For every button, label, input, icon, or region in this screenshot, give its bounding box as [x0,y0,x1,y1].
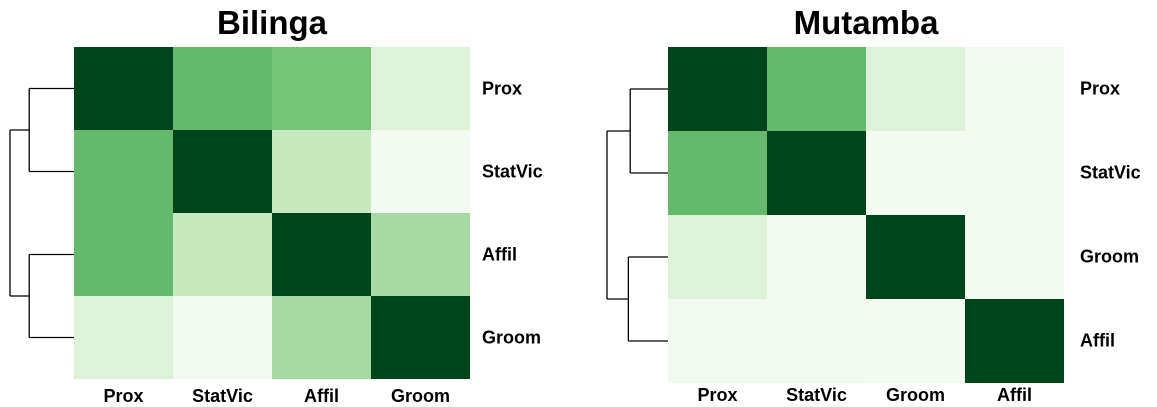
heatmap-cell [74,130,173,213]
row-label: Prox [482,78,523,98]
heatmap-cell [173,47,272,130]
column-label: Groom [885,385,946,405]
row-label: Groom [1080,246,1140,267]
heatmap-cell [371,213,470,296]
column-label: Prox [103,386,144,406]
heatmap-cell [173,296,272,379]
chart-title: Bilinga [216,4,328,41]
heatmap-cell [866,215,965,299]
heatmap-cell [173,130,272,213]
heatmap-cell [173,213,272,296]
heatmap-cell [74,47,173,130]
heatmap-cell [272,296,371,379]
heatmap-cell [371,296,470,379]
row-label: Prox [1080,78,1121,99]
heatmap-cell [767,131,866,215]
heatmap-cell [272,213,371,296]
row-label: Affil [482,244,517,264]
heatmap-cell [965,215,1064,299]
heatmap-cell [965,47,1064,131]
heatmap-cell [866,47,965,131]
heatmap-cell [272,130,371,213]
column-label: StatVic [786,385,847,405]
heatmap-cell [371,130,470,213]
column-label: Groom [390,386,451,406]
row-label: StatVic [482,161,543,181]
column-label: Affil [304,386,339,406]
heatmap-cell [74,213,173,296]
heatmap-cell [767,299,866,383]
heatmap-cell [668,47,767,131]
heatmap-cell [272,47,371,130]
heatmap-cell [668,299,767,383]
column-label: StatVic [192,386,253,406]
heatmap-cell [668,215,767,299]
row-label: Groom [482,327,542,347]
chart-title: Mutamba [793,4,939,41]
heatmap-cell [668,131,767,215]
heatmap-cell [767,215,866,299]
column-label: Prox [697,385,738,405]
heatmap-cell [866,299,965,383]
heatmap-cell [965,131,1064,215]
heatmap-cell [371,47,470,130]
heatmap-cell [767,47,866,131]
column-label: Affil [997,385,1032,405]
row-label: StatVic [1080,162,1141,183]
heatmap-cell [74,296,173,379]
heatmap-cell [965,299,1064,383]
heatmap-cell [866,131,965,215]
row-label: Affil [1080,330,1115,351]
